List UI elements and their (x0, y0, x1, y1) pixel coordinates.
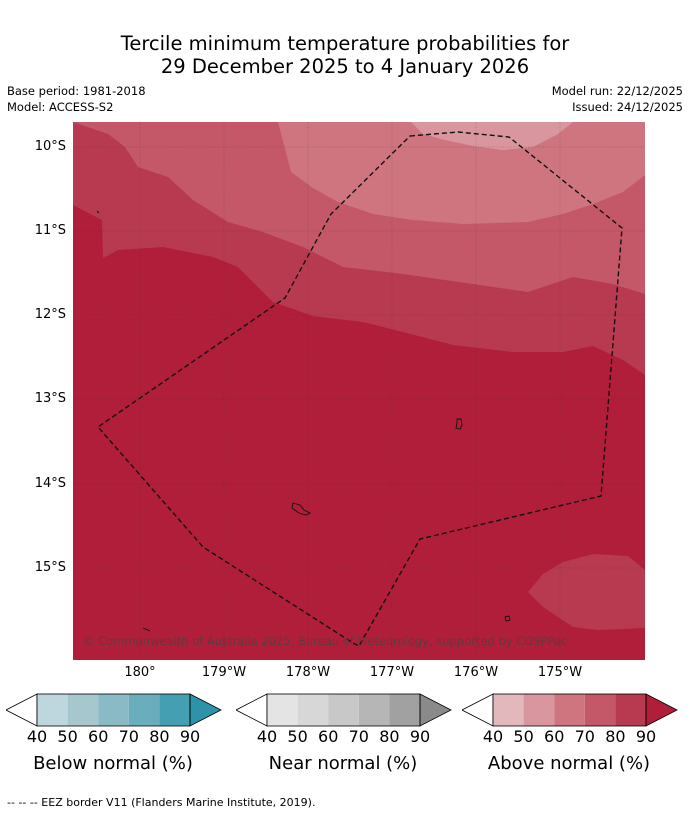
colorbar-segment (128, 694, 160, 726)
colorbar-segment (389, 694, 420, 726)
colorbar-segment (328, 694, 359, 726)
lon-label: 175°W (537, 665, 583, 680)
eez-border-line (96, 131, 623, 647)
colorbar-tick: 70 (348, 727, 369, 746)
lat-label: 10°S (34, 139, 66, 154)
island-shape (96, 210, 100, 214)
lon-label: 176°W (453, 665, 499, 680)
colorbar-label: Near normal (%) (268, 753, 418, 774)
lon-label: 180° (124, 665, 156, 680)
title-line-1: Tercile minimum temperature probabilitie… (120, 32, 570, 55)
colorbar-segment (159, 694, 190, 726)
colorbar-over-arrow (645, 693, 678, 727)
colorbar-tick: 40 (482, 727, 504, 746)
colorbar-tick: 60 (88, 727, 109, 746)
lon-label: 178°W (285, 665, 331, 680)
colorbar-tick: 90 (179, 727, 201, 746)
colorbar-tick: 80 (605, 727, 626, 746)
colorbar-over-arrow (419, 693, 452, 727)
lat-label: 11°S (34, 223, 66, 238)
probability-map: © Commonwealth of Australia 2025, Bureau… (73, 122, 645, 660)
islands (96, 210, 511, 632)
colorbar-under-arrow (236, 693, 268, 727)
colorbar-segment (584, 694, 616, 726)
island-shape (291, 502, 312, 516)
near-normal-colorbar (236, 693, 452, 727)
above-normal-70-80-south-region (528, 554, 645, 630)
colorbar-tick: 70 (118, 727, 139, 746)
colorbar-under-arrow (6, 693, 38, 727)
colorbar-segment (523, 694, 555, 726)
colorbar-segment (98, 694, 129, 726)
colorbar-tick: 40 (26, 727, 48, 746)
colorbar-tick: 80 (149, 727, 170, 746)
colorbar-tick: 70 (574, 727, 595, 746)
colorbar-segment (554, 694, 585, 726)
lat-label: 13°S (34, 391, 66, 406)
colorbar-label: Above normal (%) (487, 753, 651, 774)
colorbar-tick: 80 (379, 727, 400, 746)
colorbar-tick: 50 (57, 727, 78, 746)
colorbar-segment (358, 694, 390, 726)
colorbar-tick: 40 (256, 727, 278, 746)
island-shape (504, 615, 511, 622)
island-shape (142, 627, 151, 632)
copyright-notice: © Commonwealth of Australia 2025, Bureau… (83, 634, 567, 648)
base-period: Base period: 1981-2018 (7, 84, 146, 98)
colorbar-segment (297, 694, 329, 726)
colorbar-tick: 50 (287, 727, 308, 746)
lon-label: 177°W (369, 665, 415, 680)
below-normal-colorbar (6, 693, 222, 727)
model-name: Model: ACCESS-S2 (7, 100, 114, 114)
eez-border-footnote: -- -- -- EEZ border V11 (Flanders Marine… (7, 796, 316, 809)
colorbar-tick: 50 (513, 727, 534, 746)
colorbar-tick: 60 (318, 727, 339, 746)
model-run: Model run: 22/12/2025 (551, 84, 683, 98)
colorbar-segment (67, 694, 99, 726)
colorbar-tick: 90 (635, 727, 657, 746)
colorbar-segment (493, 694, 524, 726)
colorbar-tick: 90 (409, 727, 431, 746)
lat-label: 15°S (34, 560, 66, 575)
title-line-2: 29 December 2025 to 4 January 2026 (160, 55, 530, 78)
lat-label: 14°S (34, 476, 66, 491)
lon-label: 179°W (201, 665, 247, 680)
colorbar-segment (615, 694, 646, 726)
above-normal-colorbar (462, 693, 678, 727)
colorbar-under-arrow (462, 693, 494, 727)
colorbar-segment (267, 694, 298, 726)
lat-label: 12°S (34, 307, 66, 322)
colorbar-tick: 60 (544, 727, 565, 746)
colorbar-segment (37, 694, 68, 726)
colorbar-over-arrow (189, 693, 222, 727)
above-normal-50-60-region (278, 122, 645, 224)
colorbar-label: Below normal (%) (33, 753, 193, 774)
graticule (73, 122, 645, 660)
issued-date: Issued: 24/12/2025 (572, 100, 683, 114)
island-shape (455, 418, 463, 430)
